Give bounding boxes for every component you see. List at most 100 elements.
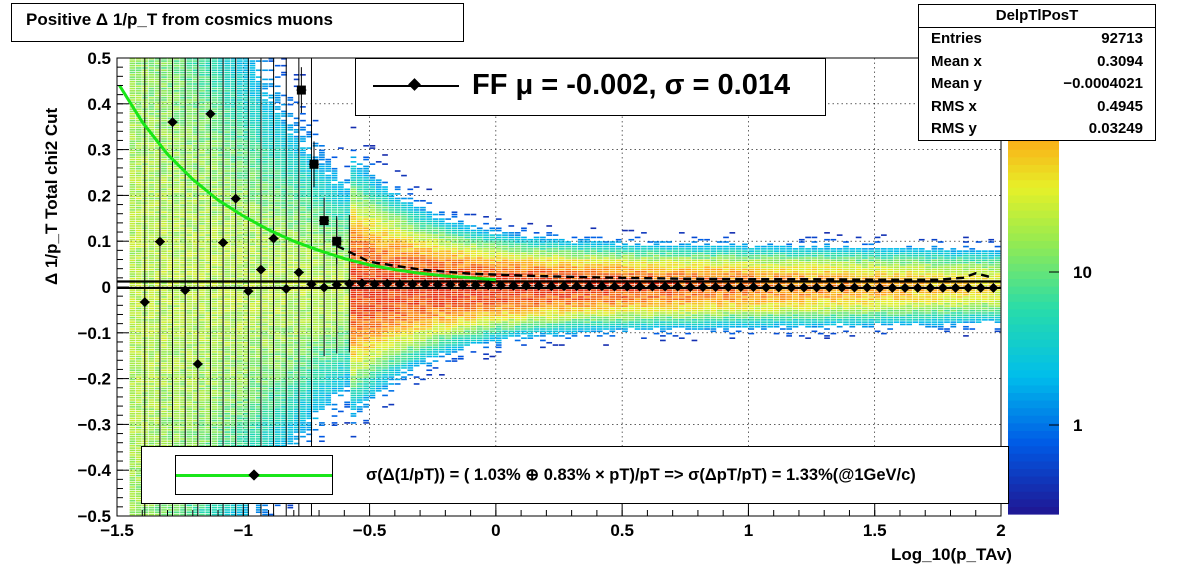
heatmap-cell: [224, 415, 231, 417]
heatmap-cell: [243, 307, 249, 310]
heatmap-cell: [268, 371, 275, 374]
heatmap-cell: [243, 186, 249, 188]
heatmap-cell: [218, 87, 224, 90]
heatmap-cell: [180, 94, 186, 97]
heatmap-cell: [199, 64, 205, 67]
heatmap-cell: [148, 440, 155, 443]
heatmap-cell: [281, 248, 287, 250]
heatmap-cell: [268, 442, 275, 445]
heatmap-cell: [192, 140, 199, 143]
heatmap-cell: [243, 154, 249, 156]
heatmap-cell: [211, 367, 218, 369]
heatmap-cell: [199, 321, 205, 323]
heatmap-cell: [205, 106, 212, 108]
heatmap-cell: [255, 346, 262, 349]
heatmap-cell: [192, 254, 199, 257]
heatmap-cell: [135, 312, 142, 314]
heatmap-cell: [154, 190, 161, 193]
heatmap-cell: [211, 241, 218, 243]
heatmap-cell: [230, 115, 237, 117]
heatmap-cell: [186, 252, 193, 255]
heatmap-cell: [173, 284, 180, 287]
heatmap-cell: [274, 147, 281, 149]
heatmap-cell: [180, 435, 186, 438]
heatmap-cell: [262, 378, 268, 381]
heatmap-cell: [230, 131, 237, 133]
heatmap-cell: [236, 270, 243, 273]
heatmap-cell: [262, 209, 268, 211]
heatmap-cell: [167, 110, 174, 113]
heatmap-cell: [218, 119, 224, 122]
heatmap-cell: [154, 325, 161, 328]
heatmap-cell: [230, 170, 237, 172]
heatmap-cell: [173, 236, 180, 239]
heatmap-cell: [230, 165, 237, 168]
heatmap-cell: [211, 80, 218, 83]
heatmap-cell: [211, 351, 218, 353]
heatmap-cell: [243, 60, 249, 62]
heatmap-cell: [236, 87, 243, 90]
heatmap-cell: [230, 291, 237, 294]
heatmap-cell: [192, 284, 199, 287]
heatmap-cell: [255, 209, 262, 211]
heatmap-cell: [180, 257, 186, 259]
heatmap-cell: [161, 119, 167, 122]
heatmap-cell: [230, 124, 237, 127]
heatmap-cell: [262, 364, 268, 367]
heatmap-cell: [249, 179, 256, 181]
heatmap-cell: [249, 314, 256, 317]
heatmap-cell: [255, 188, 262, 191]
heatmap-cell: [148, 234, 155, 236]
heatmap-cell: [211, 511, 218, 514]
heatmap-cell: [186, 222, 193, 225]
heatmap-cell: [243, 241, 249, 243]
heatmap-cell: [192, 142, 199, 145]
heatmap-cell: [167, 351, 174, 353]
heatmap-cell: [135, 183, 142, 186]
heatmap-cell: [274, 268, 281, 271]
heatmap-cell: [211, 273, 218, 275]
heatmap-cell: [243, 213, 249, 216]
heatmap-cell: [249, 264, 256, 266]
heatmap-cell: [180, 165, 186, 168]
heatmap-cell: [268, 321, 275, 323]
heatmap-cell: [135, 504, 142, 507]
heatmap-cell: [154, 371, 161, 374]
heatmap-cell: [230, 261, 237, 264]
heatmap-cell: [173, 227, 180, 230]
heatmap-cell: [192, 509, 199, 511]
heatmap-cell: [224, 513, 231, 516]
heatmap-cell: [243, 133, 249, 136]
heatmap-cell: [249, 124, 256, 127]
heatmap-cell: [218, 142, 224, 145]
heatmap-cell: [230, 378, 237, 381]
heatmap-cell: [199, 108, 205, 110]
heatmap-cell: [129, 445, 136, 447]
heatmap-cell: [224, 195, 231, 197]
heatmap-cell: [224, 509, 231, 511]
heatmap-cell: [192, 149, 199, 152]
heatmap-cell: [135, 250, 142, 252]
heatmap-cell: [236, 445, 243, 447]
heatmap-cell: [236, 204, 243, 207]
heatmap-cell: [230, 248, 237, 250]
heatmap-cell: [243, 232, 249, 234]
heatmap-cell: [274, 403, 281, 406]
heatmap-cell: [230, 204, 237, 207]
heatmap-cell: [180, 195, 186, 197]
heatmap-cell: [192, 245, 199, 248]
heatmap-cell: [281, 408, 287, 410]
heatmap-cell: [230, 216, 237, 218]
heatmap-cell: [224, 408, 231, 410]
heatmap-cell: [218, 426, 224, 429]
heatmap-cell: [186, 445, 193, 447]
heatmap-cell: [274, 282, 281, 285]
heatmap-cell: [255, 110, 262, 113]
heatmap-cell: [268, 151, 275, 154]
heatmap-cell: [135, 135, 142, 138]
heatmap-cell: [154, 323, 161, 326]
heatmap-cell: [224, 92, 231, 94]
heatmap-cell: [192, 222, 199, 225]
heatmap-cell: [262, 426, 268, 429]
heatmap-cell: [154, 87, 161, 90]
